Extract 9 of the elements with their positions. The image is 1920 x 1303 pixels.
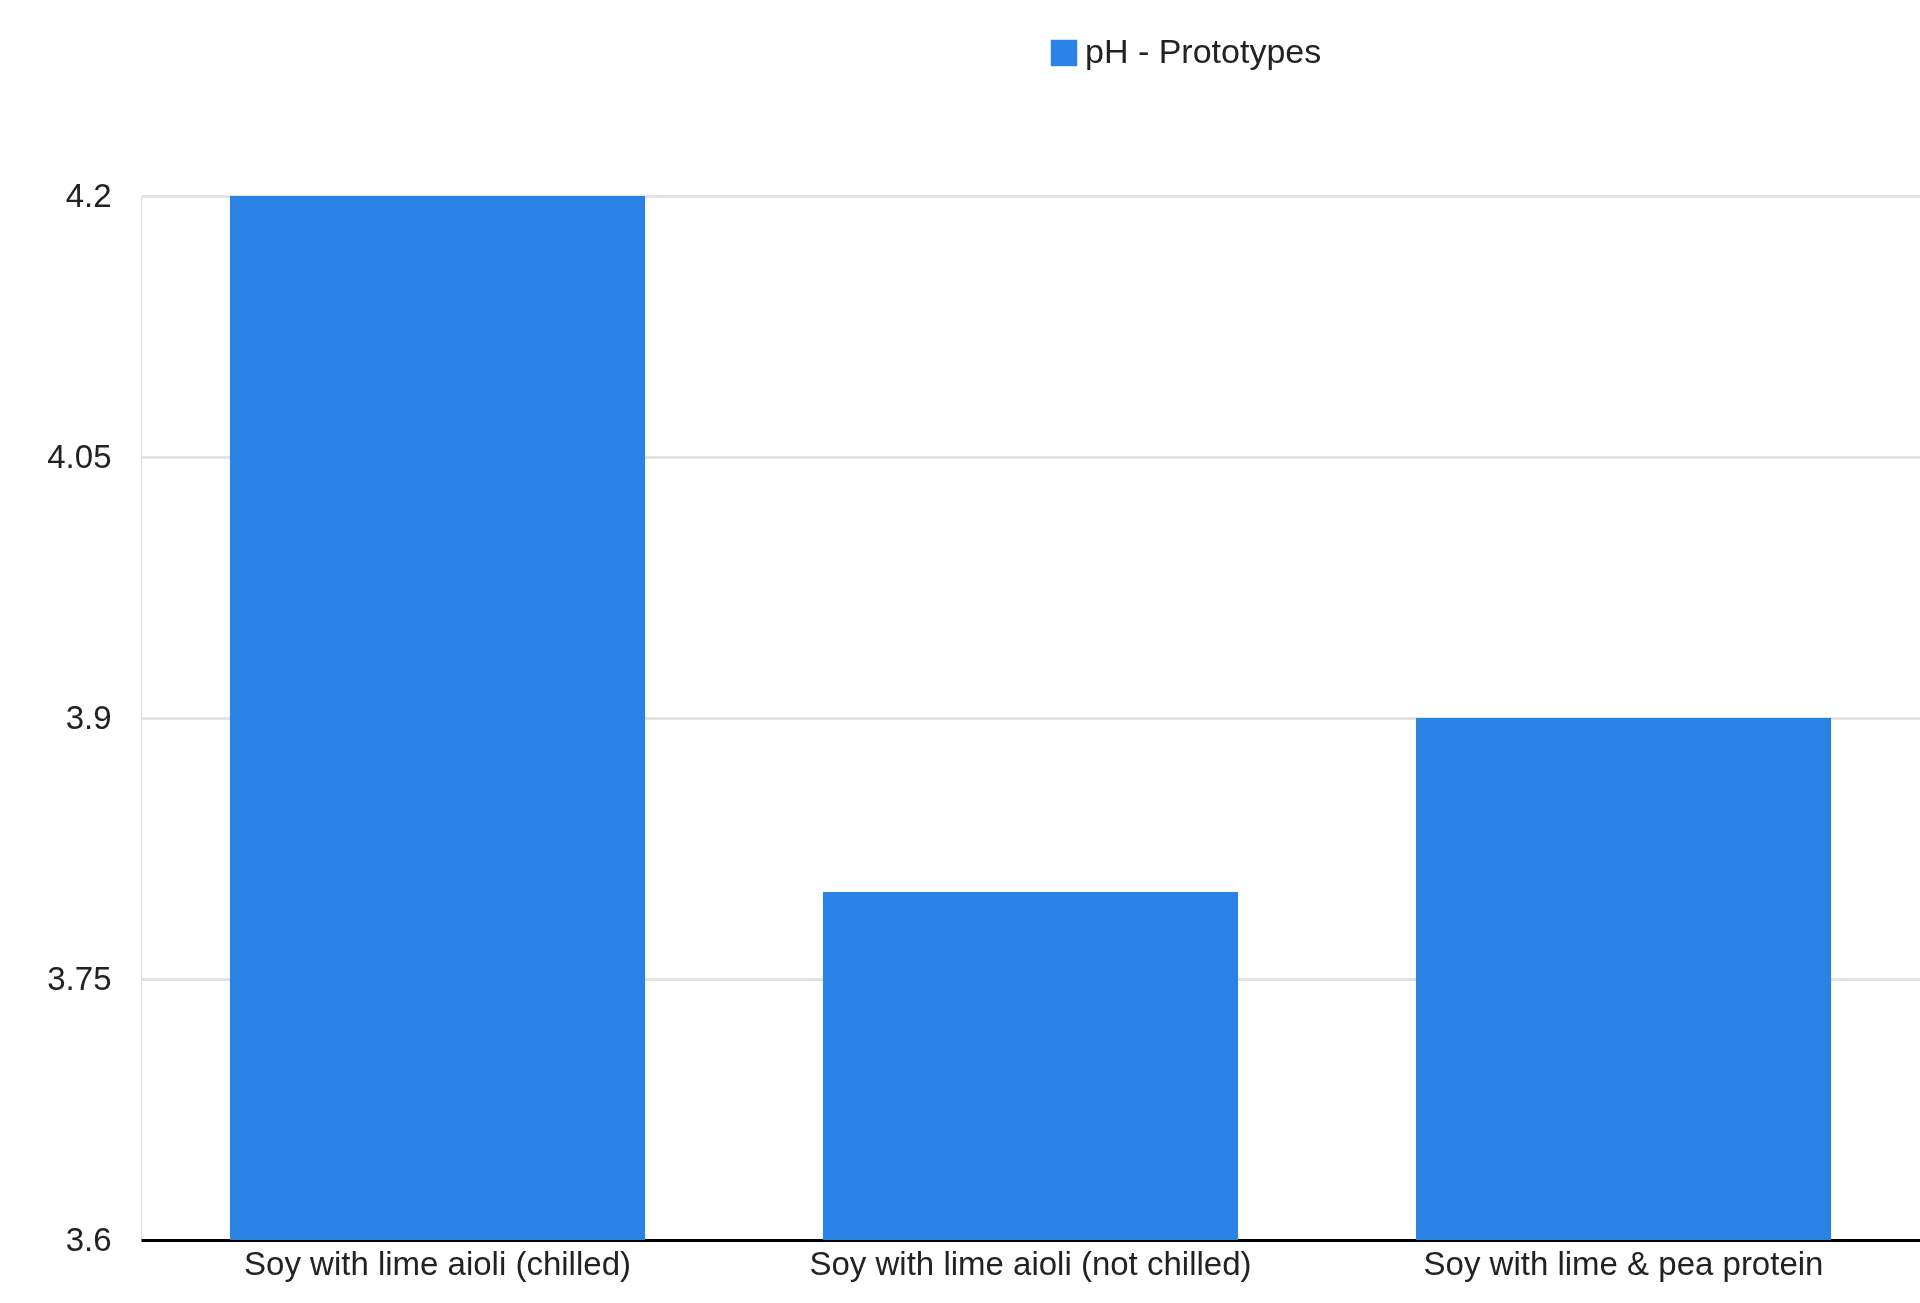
y-tick-label: 3.6: [65, 1220, 112, 1258]
x-tick-label: Soy with lime aioli (chilled): [244, 1244, 631, 1282]
y-tick-label: 3.75: [47, 959, 112, 997]
y-tick-label: 3.9: [65, 698, 112, 736]
x-tick-label: Soy with lime aioli (not chilled): [809, 1244, 1252, 1282]
y-tick-label: 4.05: [47, 437, 112, 475]
y-tick-label: 4.2: [65, 176, 112, 214]
legend-label: pH - Prototypes: [1085, 32, 1322, 70]
x-tick-label: Soy with lime & pea protein: [1423, 1244, 1824, 1282]
